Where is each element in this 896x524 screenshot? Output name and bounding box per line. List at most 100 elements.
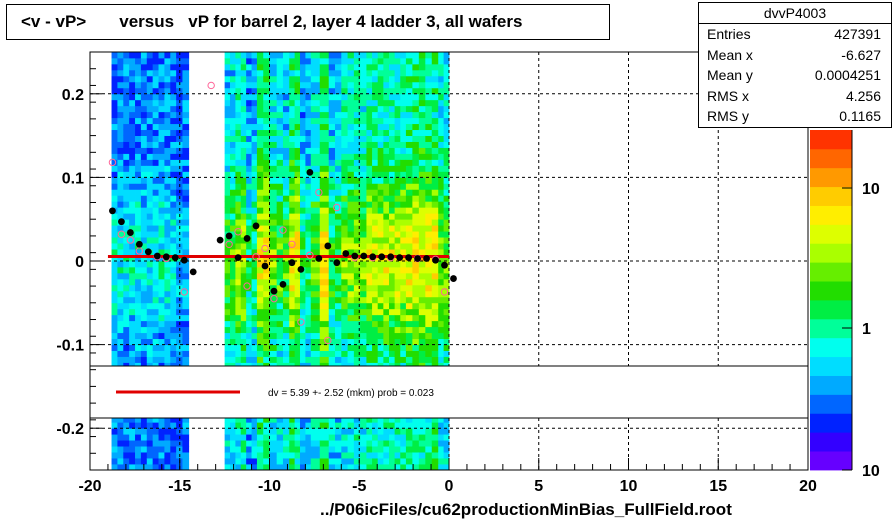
heatmap-cell xyxy=(418,428,426,435)
heatmap-cell xyxy=(412,225,420,232)
heatmap-cell xyxy=(360,207,367,214)
heatmap-cell xyxy=(170,243,177,250)
heatmap-cell xyxy=(412,296,420,304)
heatmap-cell xyxy=(235,123,242,131)
heatmap-cell xyxy=(389,290,396,298)
heatmap-cell xyxy=(389,75,396,83)
heatmap-cell xyxy=(400,165,407,172)
heatmap-cell xyxy=(310,249,321,256)
heatmap-cell xyxy=(443,440,450,447)
heatmap-cell xyxy=(170,177,177,184)
heatmap-cell xyxy=(140,296,148,304)
heatmap-cell xyxy=(158,63,165,71)
heatmap-cell xyxy=(405,326,413,334)
heatmap-cell xyxy=(158,243,165,250)
heatmap-cell xyxy=(164,308,171,316)
heatmap-cell xyxy=(170,57,177,65)
heatmap-cell xyxy=(276,105,284,113)
heatmap-cell xyxy=(360,320,367,328)
heatmap-cell xyxy=(240,171,247,178)
heatmap-cell xyxy=(412,105,420,113)
heatmap-cell xyxy=(389,356,396,363)
heatmap-cell xyxy=(400,464,407,470)
heatmap-cell xyxy=(394,446,401,453)
heatmap-cell xyxy=(400,153,407,160)
heatmap-cell xyxy=(170,278,177,286)
heatmap-cell xyxy=(164,326,171,334)
heatmap-cell xyxy=(366,225,373,232)
heatmap-cell xyxy=(400,255,407,262)
heatmap-cell xyxy=(246,165,252,172)
heatmap-cell xyxy=(366,123,373,131)
heatmap-cell xyxy=(140,225,148,232)
heatmap-cell xyxy=(269,147,278,154)
heatmap-cell xyxy=(251,278,258,286)
heatmap-cell xyxy=(305,111,312,119)
heatmap-cell xyxy=(425,356,433,363)
heatmap-cell xyxy=(319,452,330,459)
heatmap-cell xyxy=(438,207,445,214)
heatmap-cell xyxy=(263,75,270,83)
heatmap-cell xyxy=(123,296,130,304)
heatmap-cell xyxy=(443,314,450,322)
heatmap-cell xyxy=(164,231,171,238)
heatmap-cell xyxy=(129,446,136,453)
heatmap-cell xyxy=(140,243,148,250)
heatmap-cell xyxy=(282,81,290,89)
heatmap-cell xyxy=(240,165,247,172)
stats-label: Mean y xyxy=(707,67,753,83)
heatmap-cell xyxy=(377,332,384,340)
heatmap-cell xyxy=(276,255,284,262)
heatmap-cell xyxy=(276,111,284,119)
heatmap-cell xyxy=(182,93,190,101)
heatmap-cell xyxy=(366,87,373,95)
heatmap-cell xyxy=(294,255,301,262)
heatmap-cell xyxy=(360,326,367,334)
heatmap-cell xyxy=(235,261,242,268)
data-point xyxy=(252,222,260,230)
open-marker xyxy=(315,188,323,197)
heatmap-cell xyxy=(135,201,142,208)
heatmap-cell xyxy=(418,302,426,310)
heatmap-cell xyxy=(400,81,407,89)
heatmap-cell xyxy=(319,165,330,172)
heatmap-cell xyxy=(170,326,177,334)
heatmap-cell xyxy=(438,111,445,119)
heatmap-cell xyxy=(117,290,124,298)
heatmap-cell xyxy=(294,129,301,136)
heatmap-cell xyxy=(135,141,142,148)
heatmap-cell xyxy=(251,153,258,160)
heatmap-cell xyxy=(182,302,190,310)
heatmap-cell xyxy=(347,350,355,357)
colorbar-segment xyxy=(810,394,852,414)
heatmap-cell xyxy=(294,195,301,202)
heatmap-cell xyxy=(394,177,401,184)
heatmap-cell xyxy=(246,266,252,274)
heatmap-cell xyxy=(310,255,321,262)
heatmap-cell xyxy=(140,350,148,357)
heatmap-cell xyxy=(389,422,396,429)
heatmap-cell xyxy=(425,69,433,77)
heatmap-cell xyxy=(240,213,247,220)
heatmap-cell xyxy=(276,243,284,250)
heatmap-cell xyxy=(246,57,252,65)
heatmap-cell xyxy=(418,135,426,142)
heatmap-cell xyxy=(372,261,379,268)
heatmap-cell xyxy=(282,159,290,166)
heatmap-cell xyxy=(230,356,236,363)
heatmap-cell xyxy=(360,219,367,226)
heatmap-cell xyxy=(294,284,301,292)
heatmap-cell xyxy=(282,440,290,447)
heatmap-cell xyxy=(372,93,379,101)
heatmap-cell xyxy=(140,219,148,226)
heatmap-cell xyxy=(117,123,124,131)
heatmap-cell xyxy=(289,201,296,208)
heatmap-cell xyxy=(431,93,439,101)
heatmap-cell xyxy=(123,225,130,232)
heatmap-cell xyxy=(372,219,379,226)
heatmap-cell xyxy=(224,338,231,345)
heatmap-cell xyxy=(300,63,306,71)
heatmap-cell xyxy=(294,207,301,214)
heatmap-cell xyxy=(263,57,270,65)
heatmap-cell xyxy=(405,458,413,465)
